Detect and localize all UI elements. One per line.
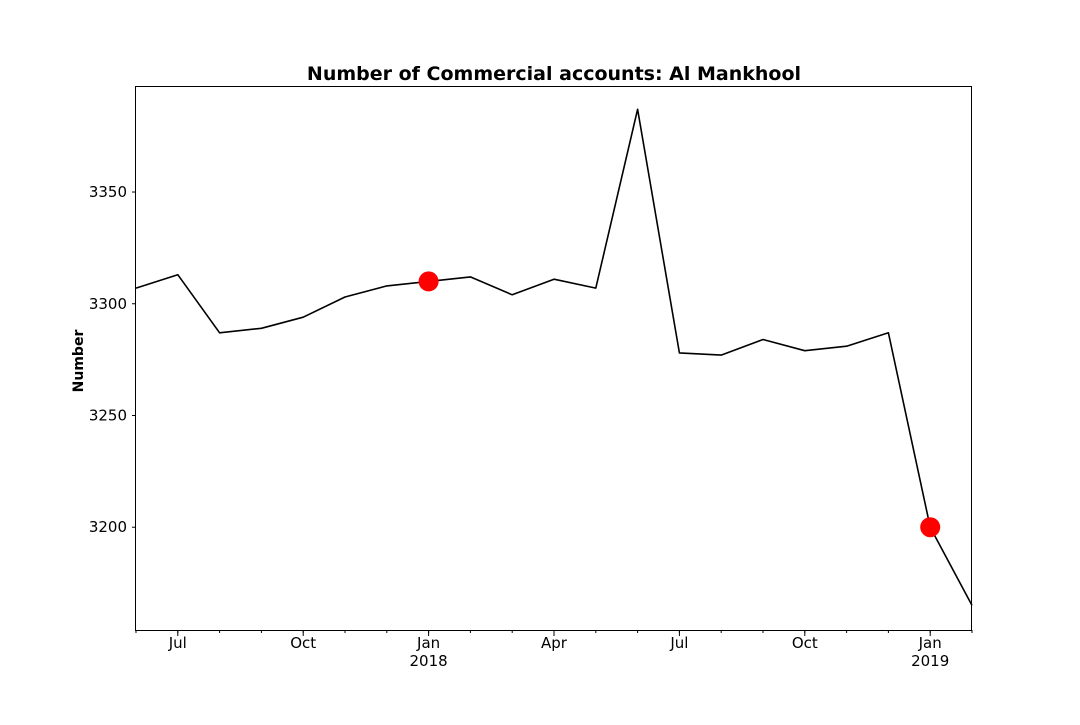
y-tick-label: 3350: [89, 183, 127, 201]
x-tick-label: Jul: [669, 634, 688, 652]
chart-title: Number of Commercial accounts: Al Mankho…: [307, 63, 801, 85]
x-tick-label: Jan: [416, 634, 440, 652]
y-tick-label: 3300: [89, 295, 127, 313]
x-tick-year-label: 2019: [911, 652, 949, 670]
series-line: [135, 108, 973, 606]
x-tick-year-label: 2018: [410, 652, 448, 670]
x-tick-label: Apr: [541, 634, 568, 652]
x-tick-label: Oct: [290, 634, 316, 652]
highlight-point: [920, 517, 941, 538]
y-axis-label: Number: [71, 330, 87, 393]
x-tick-label: Jul: [168, 634, 187, 652]
plot-area-frame: [135, 86, 972, 631]
x-tick-label: Oct: [792, 634, 818, 652]
y-tick-label: 3250: [89, 406, 127, 424]
highlight-points: [418, 271, 941, 538]
x-tick-label: Jan: [918, 634, 942, 652]
highlight-point: [418, 271, 439, 292]
data-line: [135, 108, 973, 606]
y-tick-label: 3200: [89, 518, 127, 536]
